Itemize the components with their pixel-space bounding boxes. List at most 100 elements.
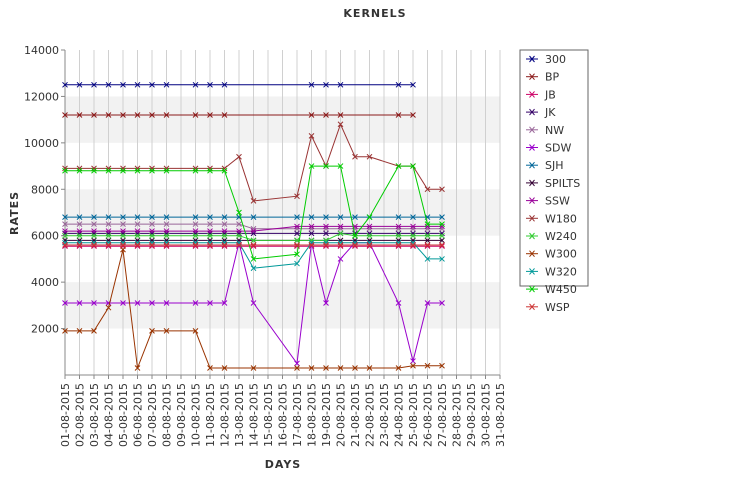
data-point — [221, 242, 228, 248]
data-point — [439, 243, 445, 250]
data-point — [221, 221, 228, 227]
data-point — [120, 300, 126, 306]
data-point — [91, 165, 97, 172]
data-point — [120, 239, 126, 246]
data-point — [236, 239, 242, 246]
legend-swatch-marker — [529, 73, 535, 81]
series-bp — [62, 112, 416, 118]
legend-entry: JK — [526, 106, 556, 119]
data-point — [149, 81, 155, 88]
series-line — [65, 249, 442, 369]
data-point — [439, 256, 445, 262]
data-point — [366, 365, 373, 371]
data-point — [163, 242, 170, 248]
data-point — [149, 232, 155, 239]
data-point — [308, 239, 315, 246]
data-point — [134, 232, 141, 239]
x-tick-label: 05-08-2015 — [117, 383, 130, 447]
series-wsp — [62, 242, 445, 248]
data-point — [395, 81, 402, 88]
x-tick-label: 19-08-2015 — [320, 383, 333, 447]
data-point — [439, 362, 445, 369]
data-point — [192, 328, 199, 334]
data-point — [337, 237, 344, 244]
data-point — [221, 112, 228, 118]
data-point — [76, 112, 83, 118]
data-point — [192, 214, 199, 220]
data-point — [308, 223, 315, 230]
data-point — [134, 239, 141, 246]
x-tick-label: 11-08-2015 — [204, 383, 217, 447]
data-point — [221, 365, 228, 371]
data-series — [62, 81, 445, 371]
y-tick-label: 2000 — [31, 323, 59, 336]
data-point — [424, 232, 431, 239]
data-point — [62, 112, 68, 118]
data-point — [76, 242, 83, 248]
legend-label: W300 — [545, 248, 577, 261]
data-point — [91, 230, 97, 237]
data-point — [149, 165, 155, 172]
data-point — [250, 230, 257, 237]
data-point — [91, 232, 97, 239]
legend-swatch-marker — [529, 214, 535, 222]
data-point — [134, 214, 141, 220]
data-point — [294, 230, 300, 237]
data-point — [76, 300, 83, 306]
data-point — [91, 237, 97, 244]
data-point — [323, 242, 329, 248]
data-point — [120, 221, 126, 227]
data-point — [323, 225, 329, 232]
legend-label: WSP — [545, 301, 570, 314]
data-point — [250, 256, 257, 262]
data-point — [105, 230, 112, 237]
data-point — [91, 328, 97, 334]
series-sjh — [62, 214, 445, 220]
data-point — [76, 221, 83, 227]
data-point — [163, 300, 170, 306]
data-point — [439, 214, 445, 220]
data-point — [337, 81, 344, 88]
data-point — [192, 112, 199, 118]
data-point — [308, 163, 315, 169]
data-point — [62, 165, 68, 172]
data-point — [207, 237, 213, 244]
data-point — [192, 239, 199, 246]
data-point — [105, 167, 112, 174]
series-w320 — [62, 239, 445, 272]
legend-swatch-marker — [529, 144, 535, 151]
legend-label: W320 — [545, 265, 577, 278]
data-point — [352, 239, 358, 246]
data-point — [120, 228, 126, 234]
data-point — [149, 221, 155, 227]
data-point — [236, 237, 242, 244]
data-point — [424, 225, 431, 232]
data-point — [410, 230, 416, 237]
data-point — [424, 242, 431, 248]
data-point — [308, 225, 315, 232]
legend-swatch-marker — [529, 126, 535, 134]
data-point — [323, 365, 329, 371]
data-point — [323, 214, 329, 220]
x-tick-label: 29-08-2015 — [465, 383, 478, 447]
data-point — [308, 133, 315, 139]
data-point — [163, 165, 170, 172]
data-point — [134, 167, 141, 174]
legend-swatch-marker — [529, 108, 535, 116]
data-point — [149, 242, 155, 248]
data-point — [424, 186, 431, 193]
data-point — [294, 193, 300, 200]
data-point — [120, 165, 126, 172]
x-tick-label: 04-08-2015 — [103, 383, 116, 447]
data-point — [221, 81, 228, 88]
data-point — [250, 300, 257, 306]
data-point — [134, 228, 141, 234]
y-axis-label: RATES — [8, 191, 21, 235]
data-point — [120, 232, 126, 239]
data-point — [62, 230, 68, 237]
legend-entry: 300 — [526, 53, 566, 66]
data-point — [62, 214, 68, 220]
data-point — [163, 167, 170, 174]
x-tick-label: 21-08-2015 — [349, 383, 362, 447]
data-point — [149, 239, 155, 246]
